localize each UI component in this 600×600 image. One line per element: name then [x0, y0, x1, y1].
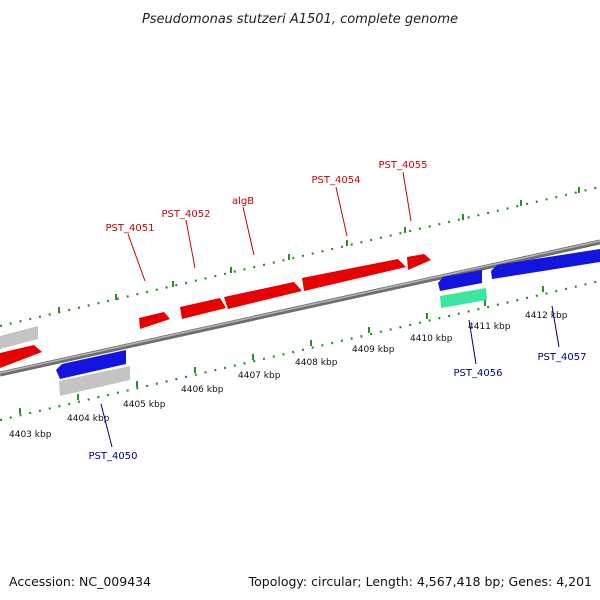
genome-summary-text: Topology: circular; Length: 4,567,418 bp… [248, 574, 592, 589]
scale-label: 4412 kbp [525, 311, 568, 321]
genome-backbone [0, 239, 600, 377]
gene-pst-4052[interactable] [180, 298, 226, 319]
leader-line [402, 171, 412, 222]
leader-line [185, 219, 196, 269]
outer-dotted-ring [0, 185, 600, 328]
gene-pst-4055[interactable] [407, 254, 431, 270]
gene-label-pst-4051: PST_4051 [106, 223, 155, 234]
grey-features [0, 326, 130, 396]
leader-line [100, 403, 113, 448]
gene-pst-4056[interactable] [438, 270, 482, 291]
gene-grey-near-4050[interactable] [59, 366, 130, 396]
scale-label: 4404 kbp [67, 414, 110, 424]
gene-pst-4050[interactable] [56, 350, 126, 379]
scale-label: 4411 kbp [468, 322, 511, 332]
scale-label: 4406 kbp [181, 385, 224, 395]
gene-rna-feature[interactable] [440, 288, 487, 308]
gene-label-pst-4056: PST_4056 [454, 368, 503, 379]
scale-label: 4409 kbp [352, 345, 395, 355]
gene-label-pst-4050: PST_4050 [89, 451, 138, 462]
reverse-strand-genes [56, 249, 600, 379]
forward-gene-labels: PST_4051 PST_4052 algB PST_4054 PST_4055 [106, 160, 428, 282]
gene-left-edge-forward[interactable] [0, 345, 42, 368]
leader-line [242, 206, 255, 256]
outer-ring-major-ticks [58, 187, 580, 313]
inner-dotted-ring [0, 279, 600, 422]
gene-pst-4057[interactable] [491, 249, 600, 279]
gene-label-pst-4055: PST_4055 [379, 160, 428, 171]
scale-label: 4403 kbp [9, 430, 52, 440]
gene-left-edge-grey[interactable] [0, 326, 38, 349]
gene-pst-4054[interactable] [302, 259, 406, 291]
accession-text: Accession: NC_009434 [9, 574, 151, 589]
gene-algb[interactable] [224, 282, 302, 309]
scale-label: 4410 kbp [410, 334, 453, 344]
leader-line [127, 233, 146, 282]
reverse-gene-labels: PST_4050 PST_4056 PST_4057 [89, 305, 587, 462]
scale-labels: 4403 kbp 4404 kbp 4405 kbp 4406 kbp 4407… [9, 311, 568, 440]
gene-label-pst-4057: PST_4057 [538, 352, 587, 363]
leader-line [335, 186, 348, 237]
gene-label-pst-4052: PST_4052 [162, 209, 211, 220]
gene-label-algb: algB [232, 196, 254, 207]
forward-strand-genes [0, 254, 431, 368]
gene-label-pst-4054: PST_4054 [312, 175, 361, 186]
inner-ring-major-ticks [19, 286, 544, 414]
scale-label: 4405 kbp [123, 400, 166, 410]
map-title: Pseudomonas stutzeri A1501, complete gen… [142, 12, 458, 27]
leader-line [468, 319, 477, 365]
scale-label: 4407 kbp [238, 371, 281, 381]
gene-pst-4051[interactable] [139, 312, 170, 329]
leader-line [551, 305, 560, 348]
scale-label: 4408 kbp [295, 358, 338, 368]
